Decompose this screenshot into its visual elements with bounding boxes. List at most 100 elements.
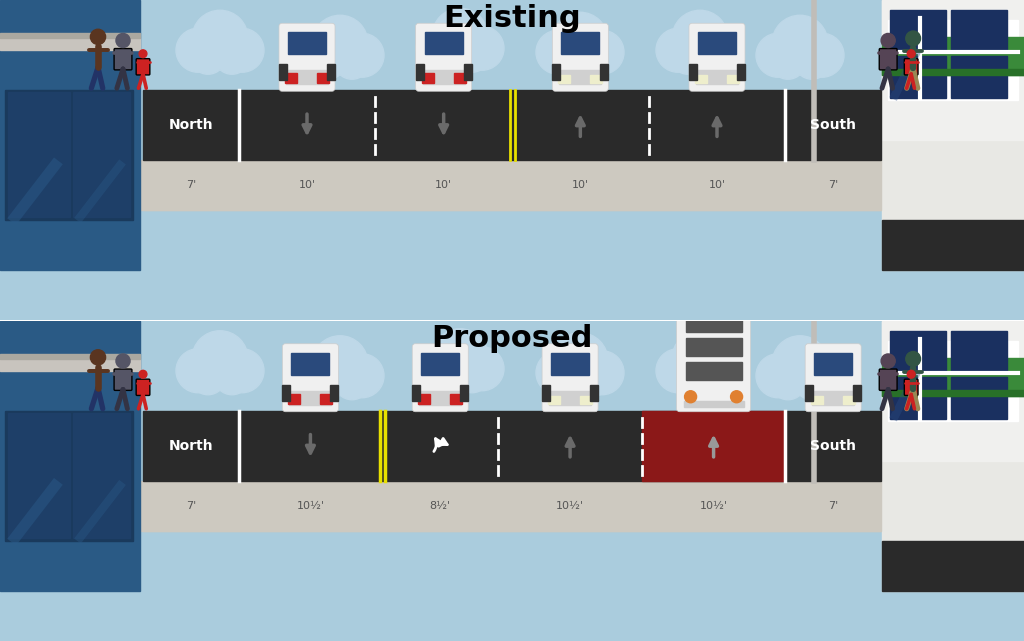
FancyBboxPatch shape xyxy=(283,344,338,412)
FancyBboxPatch shape xyxy=(805,344,861,412)
Text: North: North xyxy=(169,438,213,453)
Text: Proposed: Proposed xyxy=(431,324,593,353)
FancyBboxPatch shape xyxy=(880,369,897,390)
Bar xyxy=(698,32,736,54)
Circle shape xyxy=(580,351,624,395)
Bar xyxy=(882,221,1024,271)
Bar xyxy=(0,33,140,38)
Text: South: South xyxy=(810,118,856,132)
Bar xyxy=(283,385,291,401)
Circle shape xyxy=(800,33,844,78)
Circle shape xyxy=(672,331,728,387)
Bar xyxy=(580,395,592,404)
Circle shape xyxy=(430,37,466,72)
Bar xyxy=(737,64,745,80)
Bar xyxy=(8,92,70,217)
Bar xyxy=(0,0,140,271)
Bar xyxy=(451,394,462,404)
Bar xyxy=(143,160,881,210)
Text: 10': 10' xyxy=(298,180,315,190)
Circle shape xyxy=(907,370,915,378)
Bar xyxy=(460,385,468,401)
Bar xyxy=(421,353,459,375)
Circle shape xyxy=(90,350,105,365)
Bar xyxy=(331,385,338,401)
Circle shape xyxy=(334,363,370,400)
Bar xyxy=(464,64,472,80)
Circle shape xyxy=(460,347,504,391)
Circle shape xyxy=(685,391,696,403)
Bar xyxy=(951,377,1007,419)
Bar xyxy=(418,394,430,404)
Bar xyxy=(289,394,300,404)
Text: 10': 10' xyxy=(709,180,726,190)
Circle shape xyxy=(416,26,460,71)
Bar xyxy=(0,38,140,50)
Bar xyxy=(686,362,741,379)
Circle shape xyxy=(340,33,384,78)
Circle shape xyxy=(190,38,226,74)
Bar xyxy=(549,391,591,404)
Circle shape xyxy=(214,359,250,395)
Bar xyxy=(590,385,598,401)
Bar xyxy=(888,341,1018,420)
Circle shape xyxy=(907,50,915,58)
Circle shape xyxy=(800,354,844,398)
Bar xyxy=(73,92,130,217)
Circle shape xyxy=(116,354,130,368)
Bar xyxy=(542,385,550,401)
Circle shape xyxy=(694,359,730,395)
Circle shape xyxy=(756,354,800,398)
Bar xyxy=(888,21,1018,100)
Circle shape xyxy=(310,43,346,79)
Bar xyxy=(882,0,1024,140)
Circle shape xyxy=(176,349,220,393)
Bar xyxy=(600,64,608,80)
Circle shape xyxy=(772,336,828,392)
Bar xyxy=(686,313,741,332)
Bar xyxy=(548,395,560,404)
Circle shape xyxy=(694,38,730,74)
Circle shape xyxy=(550,40,586,76)
Bar xyxy=(882,69,1024,75)
Circle shape xyxy=(552,12,608,68)
Circle shape xyxy=(656,349,700,393)
Bar xyxy=(422,73,434,83)
Bar xyxy=(0,481,1024,531)
Bar xyxy=(286,71,328,84)
Bar xyxy=(951,56,1007,98)
Bar xyxy=(279,64,287,80)
Text: 7': 7' xyxy=(828,180,839,190)
Circle shape xyxy=(770,363,806,400)
Circle shape xyxy=(536,30,580,74)
Bar xyxy=(686,338,741,356)
FancyBboxPatch shape xyxy=(279,23,335,91)
Text: 7': 7' xyxy=(828,501,839,511)
Text: 10½': 10½' xyxy=(296,501,325,511)
Bar xyxy=(882,320,1024,461)
Text: 10': 10' xyxy=(435,180,453,190)
FancyBboxPatch shape xyxy=(689,23,745,91)
Bar xyxy=(882,358,1024,395)
Circle shape xyxy=(220,28,264,72)
Bar xyxy=(882,0,1024,271)
Circle shape xyxy=(193,10,248,66)
Text: Existing: Existing xyxy=(443,4,581,33)
Text: 10': 10' xyxy=(571,180,589,190)
Circle shape xyxy=(310,363,346,400)
Circle shape xyxy=(794,363,830,400)
Bar xyxy=(5,90,133,221)
Bar xyxy=(890,331,946,373)
Circle shape xyxy=(416,347,460,391)
Circle shape xyxy=(906,351,921,366)
Text: 7': 7' xyxy=(185,180,196,190)
Bar xyxy=(552,64,560,80)
Circle shape xyxy=(794,43,830,79)
Circle shape xyxy=(770,43,806,79)
Bar xyxy=(413,385,420,401)
Bar xyxy=(890,10,946,53)
Circle shape xyxy=(700,349,744,393)
Bar xyxy=(285,73,297,83)
FancyBboxPatch shape xyxy=(880,49,897,70)
Bar xyxy=(559,71,601,84)
